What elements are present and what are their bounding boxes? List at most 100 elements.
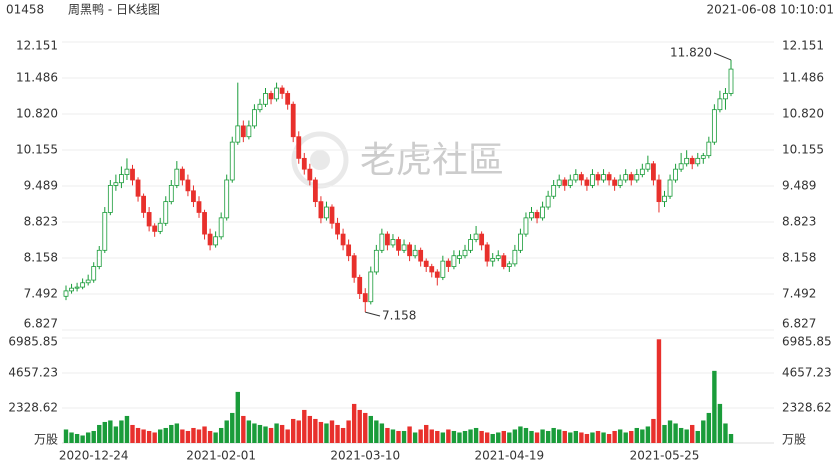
volume-bar bbox=[579, 432, 584, 443]
candle-body bbox=[495, 255, 501, 259]
candle-body bbox=[490, 258, 496, 262]
y-tick-label: 9.489 bbox=[24, 179, 58, 193]
candle-body bbox=[612, 179, 618, 186]
volume-bar bbox=[207, 430, 213, 443]
candle-body bbox=[451, 255, 457, 267]
volume-bar bbox=[63, 429, 69, 443]
candle-body bbox=[318, 201, 324, 219]
volume-bar bbox=[640, 429, 645, 443]
candle-body bbox=[263, 93, 268, 105]
volume-bar bbox=[595, 430, 601, 443]
candle-body bbox=[290, 103, 296, 138]
volume-bar bbox=[656, 339, 662, 443]
candle-body bbox=[373, 249, 379, 273]
candle-body bbox=[540, 206, 545, 219]
volume-bar bbox=[573, 430, 579, 443]
y-tick-label: 8.158 bbox=[24, 251, 58, 265]
volume-bar bbox=[296, 420, 301, 443]
volume-bar bbox=[662, 424, 667, 443]
volume-bar bbox=[274, 423, 279, 443]
candle-body bbox=[157, 222, 163, 232]
candle-body bbox=[185, 179, 191, 192]
volume-bar bbox=[152, 432, 157, 443]
volume-bar bbox=[568, 432, 573, 443]
volume-tick-label-right: 2328.62 bbox=[782, 400, 832, 414]
candle-body bbox=[69, 287, 74, 292]
volume-bar bbox=[645, 426, 651, 443]
candle-body bbox=[695, 157, 701, 165]
volume-bar bbox=[407, 426, 412, 443]
volume-bar bbox=[202, 426, 207, 443]
volume-bar bbox=[678, 427, 684, 443]
candle-body bbox=[102, 212, 108, 251]
volume-bar bbox=[507, 432, 512, 443]
volume-bar bbox=[97, 424, 102, 443]
volume-unit: 万股 bbox=[782, 433, 806, 447]
candle-body bbox=[407, 244, 412, 257]
volume-bar bbox=[534, 432, 540, 443]
volume-tick-label: 2328.62 bbox=[8, 400, 58, 414]
volume-bar bbox=[529, 430, 534, 443]
annotation-line bbox=[713, 52, 732, 61]
volume-bar bbox=[268, 427, 274, 443]
candle-body bbox=[191, 190, 196, 203]
candle-body bbox=[174, 168, 180, 186]
volume-bar bbox=[102, 421, 107, 443]
volume-bar bbox=[473, 427, 479, 443]
volume-bar bbox=[307, 415, 313, 443]
candle-body bbox=[202, 212, 207, 235]
candle-body bbox=[390, 239, 396, 246]
volume-bar bbox=[279, 424, 285, 443]
volume-bar bbox=[545, 430, 551, 443]
candle-body bbox=[473, 233, 479, 240]
candle-body bbox=[418, 249, 424, 262]
candle-body bbox=[617, 179, 623, 186]
volume-bar bbox=[235, 391, 240, 443]
volume-bar bbox=[196, 429, 202, 443]
candle-body bbox=[135, 179, 141, 197]
x-tick-label: 2020-12-24 bbox=[59, 449, 129, 463]
volume-bar bbox=[496, 432, 501, 443]
x-tick-label: 2021-05-25 bbox=[630, 449, 700, 463]
volume-bar bbox=[623, 432, 628, 443]
candle-body bbox=[628, 174, 634, 181]
volume-bar bbox=[224, 420, 229, 443]
candle-body bbox=[523, 217, 529, 235]
candle-body bbox=[468, 239, 473, 251]
volume-bar bbox=[723, 423, 728, 443]
candle-body bbox=[335, 222, 340, 235]
candle-body bbox=[573, 174, 579, 181]
volume-bar bbox=[335, 424, 340, 443]
timestamp: 2021-06-08 10:10:01 bbox=[707, 3, 834, 17]
candle-body bbox=[385, 233, 390, 246]
volume-bar bbox=[318, 421, 324, 443]
volume-bar bbox=[357, 409, 362, 443]
candle-body bbox=[551, 185, 557, 197]
volume-bar bbox=[617, 429, 623, 443]
candle-body bbox=[706, 141, 712, 157]
volume-bar bbox=[612, 430, 617, 443]
candle-body bbox=[218, 217, 224, 238]
candle-body bbox=[484, 244, 490, 262]
candle-body bbox=[623, 174, 629, 181]
candle-body bbox=[711, 109, 717, 143]
candle-body bbox=[257, 103, 263, 111]
volume-bar bbox=[501, 430, 506, 443]
volume-bar bbox=[651, 418, 656, 443]
low-label: 7.158 bbox=[382, 309, 416, 323]
volume-bar bbox=[584, 433, 590, 443]
candle-body bbox=[235, 125, 241, 143]
candle-body bbox=[346, 244, 352, 257]
candle-body bbox=[445, 260, 451, 267]
candle-body bbox=[240, 125, 246, 138]
volume-bar bbox=[108, 420, 113, 443]
watermark-logo bbox=[291, 131, 349, 189]
candle-body bbox=[506, 263, 512, 267]
volume-bar bbox=[180, 429, 185, 443]
y-tick-label: 7.492 bbox=[24, 287, 58, 301]
candle-body bbox=[567, 179, 573, 186]
volume-bar bbox=[230, 412, 235, 443]
volume-bar bbox=[451, 430, 457, 443]
candle-body bbox=[307, 168, 313, 181]
volume-bar bbox=[717, 403, 723, 443]
